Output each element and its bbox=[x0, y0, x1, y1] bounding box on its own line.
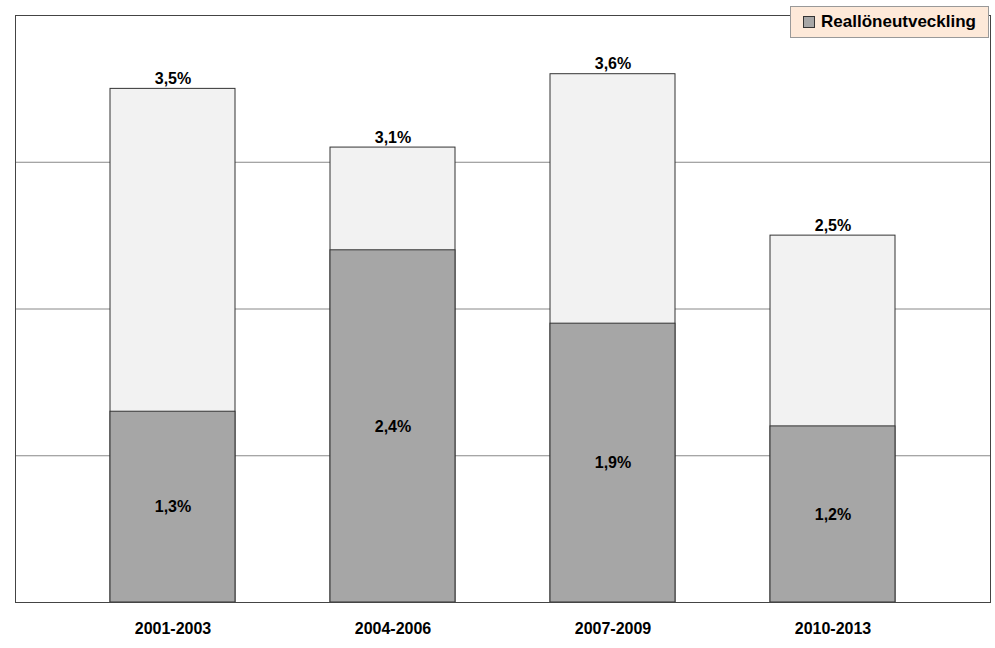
svg-text:3,6%: 3,6% bbox=[595, 55, 631, 72]
svg-text:2004-2006: 2004-2006 bbox=[355, 620, 432, 637]
html-text:Reallöneutveckling: Reallöneutveckling bbox=[821, 12, 976, 31]
svg-text:1,2%: 1,2% bbox=[815, 506, 851, 523]
svg-text:2,4%: 2,4% bbox=[375, 418, 411, 435]
svg-text:2007-2009: 2007-2009 bbox=[575, 620, 652, 637]
svg-text:2,5%: 2,5% bbox=[815, 217, 851, 234]
svg-text:2001-2003: 2001-2003 bbox=[135, 620, 212, 637]
svg-text:2010-2013: 2010-2013 bbox=[795, 620, 872, 637]
svg-text:3,5%: 3,5% bbox=[155, 70, 191, 87]
svg-text:3,1%: 3,1% bbox=[375, 129, 411, 146]
svg-text:1,3%: 1,3% bbox=[155, 498, 191, 515]
svg-text:1,9%: 1,9% bbox=[595, 454, 631, 471]
